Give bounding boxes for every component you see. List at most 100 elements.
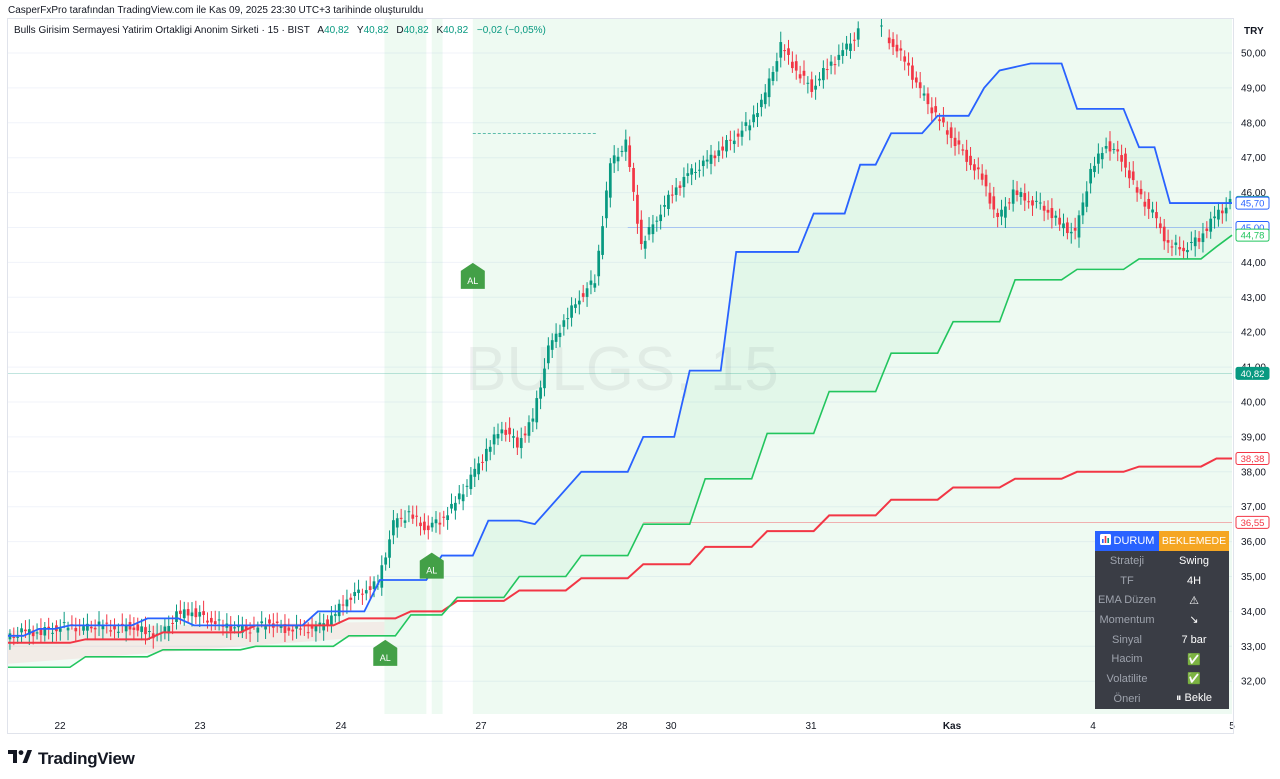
price-label-text: 44,78 (1241, 231, 1265, 242)
candle-body (206, 620, 209, 623)
candle-body (763, 92, 767, 105)
y-tick-label: 47,00 (1241, 153, 1266, 164)
symbol-name[interactable]: Bulls Girisim Sermayesi Yatirim Ortaklig… (14, 25, 310, 36)
candle-body (20, 628, 23, 633)
y-tick-label: 50,00 (1241, 49, 1266, 60)
brand-text: TradingView (38, 749, 135, 768)
candle-body (1217, 209, 1220, 220)
candle-body (988, 192, 992, 204)
candle-body (543, 368, 546, 389)
candle-body (62, 622, 66, 624)
candle-body (701, 160, 705, 167)
candle-body (248, 632, 252, 634)
panel-row-label: Öneri (1113, 692, 1141, 705)
candle-body (384, 557, 388, 565)
candle-body (806, 82, 810, 84)
candle-body (1011, 189, 1015, 204)
candle-body (760, 99, 763, 108)
candle-body (957, 140, 961, 145)
candle-body (357, 589, 360, 594)
candle-body (233, 627, 236, 629)
candle-body (399, 517, 403, 519)
candle-body (74, 627, 78, 632)
candle-body (1042, 205, 1046, 211)
candle-body (744, 122, 748, 126)
candle-body (887, 37, 891, 44)
candle-body (647, 227, 651, 235)
candle-body (1228, 198, 1232, 203)
candle-body (1007, 202, 1011, 204)
candle-body (810, 79, 814, 92)
x-tick-label: 30 (665, 721, 677, 732)
candle-body (1131, 171, 1135, 181)
candle-body (337, 603, 341, 617)
candle-body (729, 139, 732, 141)
buy-signal-label: AL (426, 566, 437, 576)
candle-body (849, 43, 852, 51)
panel-row-value: ⚠ (1189, 594, 1199, 607)
candle-body (51, 632, 54, 634)
candle-body (179, 610, 182, 614)
candle-body (1077, 215, 1081, 238)
candle-body (1108, 141, 1112, 152)
candle-body (945, 130, 949, 135)
candle-body (771, 72, 775, 81)
candle-body (1116, 149, 1120, 152)
candle-body (837, 54, 841, 60)
price-label-text: 40,82 (1241, 369, 1265, 380)
y-tick-label: 39,00 (1241, 432, 1266, 443)
candle-body (12, 636, 16, 638)
green-zone (431, 19, 443, 714)
candle-body (976, 167, 980, 170)
candle-body (752, 114, 755, 123)
candle-body (264, 626, 267, 630)
candle-body (1100, 152, 1104, 160)
candle-body (93, 627, 97, 630)
candle-body (1197, 238, 1201, 242)
tradingview-brand[interactable]: TradingView (8, 749, 135, 769)
candle-body (934, 106, 938, 113)
candle-body (1046, 209, 1050, 213)
tradingview-logo-icon (8, 750, 32, 768)
candle-body (415, 515, 419, 517)
candle-body (403, 520, 407, 523)
candle-body (725, 140, 728, 152)
candle-body (895, 44, 899, 52)
candle-body (539, 387, 542, 399)
candle-body (450, 503, 453, 509)
candle-body (244, 624, 248, 629)
y-tick-label: 44,00 (1241, 258, 1266, 269)
candle-body (601, 226, 604, 255)
candle-body (779, 42, 783, 58)
y-tick-label: 32,00 (1241, 677, 1266, 688)
candle-body (171, 622, 174, 624)
red-zone (8, 621, 385, 664)
panel-row-label: TF (1120, 574, 1134, 587)
candle-body (775, 61, 779, 72)
candle-body (1213, 216, 1216, 219)
candle-body (655, 220, 659, 222)
candle-body (101, 625, 105, 630)
close-label: K (436, 25, 444, 36)
candle-body (907, 62, 910, 66)
candle-body (318, 622, 322, 625)
candle-body (593, 283, 597, 288)
candle-body (1081, 202, 1085, 216)
candle-body (1209, 218, 1213, 232)
candle-body (1170, 246, 1174, 248)
candle-body (492, 434, 496, 445)
candle-body (814, 85, 817, 90)
candle-body (670, 194, 674, 196)
candle-body (527, 422, 531, 436)
candle-body (980, 173, 984, 180)
currency-label[interactable]: TRY (1244, 26, 1264, 37)
candle-body (1166, 240, 1170, 243)
candle-body (880, 25, 883, 27)
candle-body (678, 185, 682, 188)
candle-body (39, 628, 43, 635)
candle-body (705, 159, 709, 162)
candle-body (1193, 237, 1197, 247)
candle-body (364, 590, 368, 594)
candle-body (721, 146, 725, 151)
